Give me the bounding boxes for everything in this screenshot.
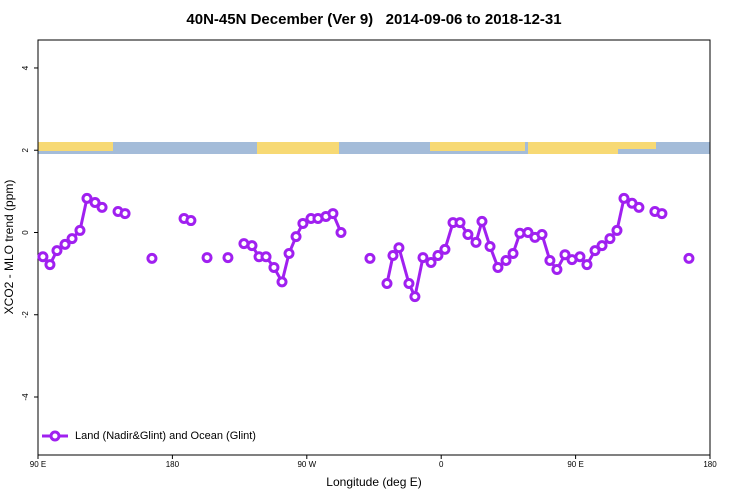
point (611, 224, 623, 236)
point (470, 236, 482, 248)
point (536, 229, 548, 241)
legend: Land (Nadir&Glint) and Ocean (Glint) (42, 430, 256, 442)
y-axis-label: XCO2 - MLO trend (ppm) (2, 180, 16, 315)
land-ocean-strip (38, 142, 710, 154)
point (364, 252, 376, 264)
y-tick-label: 4 (21, 65, 30, 70)
legend-label: Land (Nadir&Glint) and Ocean (Glint) (75, 430, 256, 442)
legend-marker (49, 430, 61, 442)
point (387, 250, 399, 262)
y-tick-label: 0 (21, 230, 30, 235)
point (559, 249, 571, 261)
point (268, 261, 280, 273)
point (522, 226, 534, 238)
point (683, 252, 695, 264)
x-tick-label: 180 (703, 460, 717, 469)
point (37, 251, 49, 263)
y-tick-label: 2 (21, 147, 30, 152)
x-tick-label: 90 E (30, 460, 46, 469)
x-tick-label: 90 W (297, 460, 316, 469)
point (246, 240, 258, 252)
plot-frame (37, 39, 711, 456)
point (403, 277, 415, 289)
point (276, 276, 288, 288)
point (409, 291, 421, 303)
point (544, 254, 556, 266)
point (500, 254, 512, 266)
point (596, 240, 608, 252)
point (66, 233, 78, 245)
point (581, 259, 593, 271)
point (260, 251, 272, 263)
point (96, 201, 108, 213)
x-axis-label: Longitude (deg E) (326, 475, 421, 489)
point (297, 217, 309, 229)
point (59, 238, 71, 250)
point (381, 277, 393, 289)
point (201, 252, 213, 264)
point (432, 250, 444, 262)
point (604, 233, 616, 245)
point (484, 240, 496, 252)
point (507, 247, 519, 259)
point (492, 261, 504, 273)
point (74, 224, 86, 236)
point (462, 229, 474, 241)
point (44, 259, 56, 271)
point (476, 215, 488, 227)
point (633, 201, 645, 213)
point (454, 217, 466, 229)
point (222, 252, 234, 264)
point (146, 252, 158, 264)
point (81, 192, 93, 204)
point (327, 208, 339, 220)
point (185, 215, 197, 227)
point (439, 243, 451, 255)
point (119, 208, 131, 220)
x-tick-label: 0 (439, 460, 444, 469)
chart-title: 40N-45N December (Ver 9) 2014-09-06 to 2… (186, 11, 561, 28)
point (335, 226, 347, 238)
point (589, 245, 601, 257)
point (290, 231, 302, 243)
point (574, 251, 586, 263)
point (89, 196, 101, 208)
point (417, 252, 429, 264)
point (656, 208, 668, 220)
point (425, 257, 437, 269)
point (283, 247, 295, 259)
point (51, 245, 63, 257)
x-tick-label: 90 E (567, 460, 583, 469)
point (393, 242, 405, 254)
point (618, 192, 630, 204)
y-tick-label: -4 (21, 393, 30, 401)
x-tick-label: 180 (166, 460, 180, 469)
point (551, 264, 563, 276)
y-tick-label: -2 (21, 311, 30, 319)
